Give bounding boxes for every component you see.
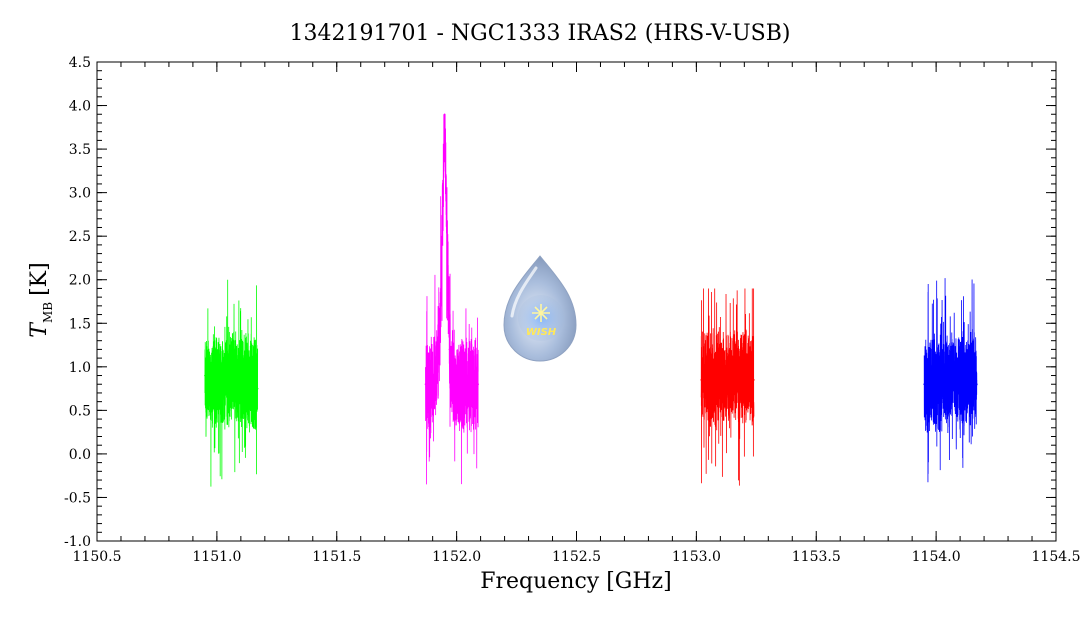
- series-line: [204, 279, 259, 487]
- data-point: [976, 383, 978, 386]
- x-tick-label: 1153.0: [672, 549, 721, 565]
- x-tick-label: 1151.0: [192, 549, 241, 565]
- data-point: [453, 392, 456, 394]
- data-point: [748, 379, 750, 381]
- data-point: [228, 379, 230, 381]
- y-tick-label: 4.5: [69, 55, 91, 71]
- data-point: [952, 374, 954, 377]
- x-tick-label: 1154.0: [912, 549, 961, 565]
- x-tick-label: 1150.5: [73, 549, 122, 565]
- svg-text:TMB[K]: TMB [K]: [27, 262, 55, 337]
- data-point: [942, 379, 945, 381]
- data-point: [733, 374, 736, 377]
- series-layer: [204, 113, 978, 487]
- data-point: [705, 374, 707, 377]
- y-tick-label: 3.5: [69, 142, 91, 158]
- logo-text: WISH: [526, 327, 557, 338]
- data-point: [252, 383, 254, 386]
- data-point: [971, 374, 973, 377]
- data-point: [937, 383, 940, 386]
- y-tick-label: 2.5: [69, 229, 91, 245]
- x-axis-label: Frequency [GHz]: [480, 569, 672, 594]
- y-axis-ticks: -1.0 -0.5 0.0 0.5 1.0 1.5 2.0 2.5 3.0 3.5 4.0 4.5: [64, 55, 1056, 550]
- y-tick-label: -0.5: [64, 490, 91, 506]
- x-tick-label: 1152.0: [432, 549, 481, 565]
- data-point: [709, 379, 712, 381]
- series-line: [700, 288, 755, 486]
- data-point: [247, 379, 249, 381]
- y-tick-label: 4.0: [69, 99, 91, 115]
- series-2: [700, 288, 755, 486]
- x-tick-label: 1153.5: [792, 549, 841, 565]
- data-point: [932, 379, 935, 381]
- series-line: [923, 278, 978, 483]
- data-point: [429, 387, 432, 390]
- series-line: [425, 113, 479, 485]
- data-point: [729, 379, 731, 381]
- y-axis-label-unit: [K]: [27, 262, 52, 296]
- data-point: [956, 379, 959, 381]
- data-point: [223, 383, 225, 386]
- wish-logo: WISH: [503, 255, 577, 362]
- data-point: [443, 113, 446, 116]
- data-point: [719, 374, 722, 377]
- data-point: [242, 374, 245, 377]
- data-point: [208, 383, 211, 386]
- y-tick-label: 2.0: [69, 273, 91, 289]
- data-point: [439, 339, 441, 342]
- series-3: [923, 278, 978, 483]
- y-axis-label: TMB [K]: [27, 262, 55, 337]
- data-point: [724, 379, 726, 381]
- y-tick-label: 1.0: [69, 360, 91, 376]
- data-point: [966, 379, 969, 381]
- data-point: [213, 379, 216, 381]
- series-1: [424, 113, 480, 485]
- data-point: [458, 379, 460, 381]
- data-point: [448, 348, 451, 351]
- chart-title: 1342191701 - NGC1333 IRAS2 (HRS-V-USB): [290, 21, 791, 46]
- data-point: [738, 383, 741, 386]
- series-0: [204, 279, 259, 487]
- y-axis-label-main: T: [27, 321, 52, 338]
- data-point: [477, 383, 480, 386]
- data-point: [947, 383, 949, 386]
- plot-frame: [96, 61, 1057, 542]
- data-point: [218, 374, 221, 377]
- data-point: [928, 387, 930, 390]
- data-point: [237, 383, 240, 386]
- data-point: [743, 374, 746, 377]
- x-axis-ticks: 1150.5 1151.0 1151.5 1152.0 1152.5 1153.0 1153…: [73, 62, 1080, 565]
- data-point: [700, 379, 702, 381]
- data-point: [463, 383, 465, 386]
- data-point: [923, 383, 925, 386]
- x-tick-label: 1152.5: [552, 549, 601, 565]
- y-tick-label: -1.0: [64, 534, 91, 550]
- data-point: [467, 379, 470, 381]
- data-point: [204, 374, 206, 377]
- y-tick-label: 1.5: [69, 316, 91, 332]
- y-tick-label: 0.0: [69, 447, 91, 463]
- y-tick-label: 3.0: [69, 186, 91, 202]
- x-tick-label: 1154.5: [1032, 549, 1080, 565]
- data-point: [472, 383, 475, 386]
- data-point: [232, 370, 235, 372]
- data-point: [424, 383, 427, 386]
- star-icon: [532, 304, 550, 322]
- data-point: [753, 379, 755, 381]
- data-point: [434, 374, 436, 377]
- y-axis-label-sub: MB: [41, 302, 55, 323]
- data-point: [256, 387, 259, 390]
- x-tick-label: 1151.5: [312, 549, 361, 565]
- data-point: [961, 383, 964, 386]
- y-tick-label: 0.5: [69, 403, 91, 419]
- data-point: [714, 383, 717, 386]
